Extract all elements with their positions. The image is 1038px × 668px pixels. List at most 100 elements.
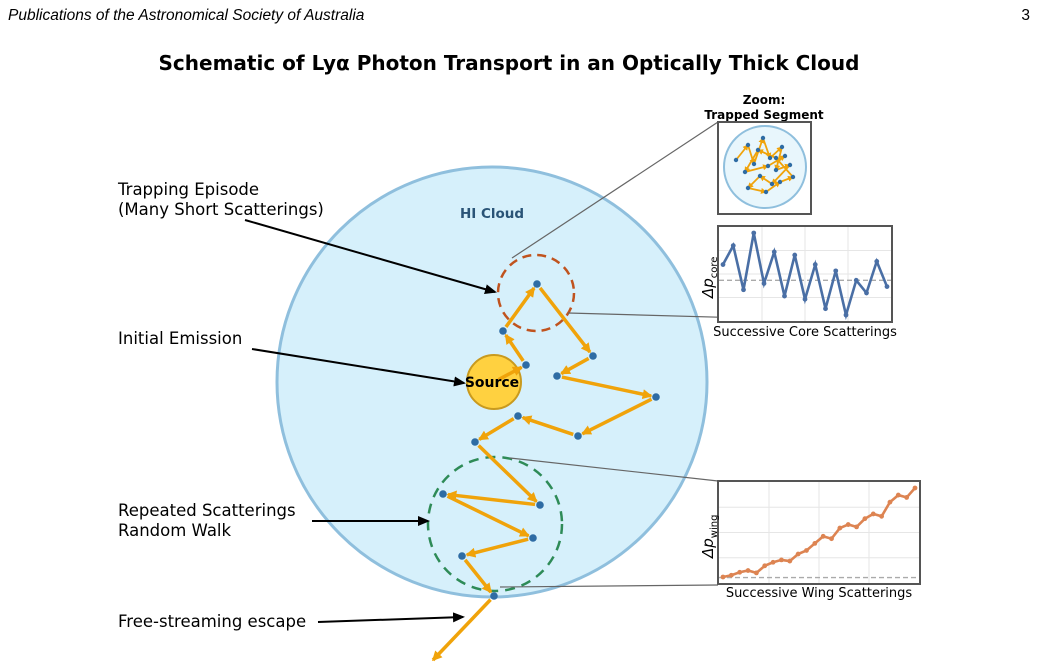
photon-path-segment [446,490,536,507]
zoom-walk-segment [747,144,756,165]
zoom-walk-segment [771,164,791,185]
zoom-scatter-point [773,167,779,173]
annotation-trapping-line1: Trapping Episode [117,180,259,199]
wing-series-point [779,557,784,563]
zoom-scatter-point [790,174,796,180]
emission-source [466,354,522,410]
scattering-event-point [529,534,537,542]
page-number: 3 [1021,7,1030,24]
wing-series-point [812,541,818,546]
scattering-event-point [533,280,541,288]
photon-path-segment [463,558,493,594]
annotation-escape: Free-streaming escape [118,612,306,631]
core-series-point [823,306,828,312]
zoom-scatter-point [779,144,785,150]
wing-series-point [879,513,885,519]
wing-connector-line-bottom [499,584,719,588]
core-series-point [884,284,890,290]
core-series-point [761,281,767,286]
zoom-scatter-point [745,185,751,191]
wing-ylabel: Δpwing [699,515,720,559]
wing-series-point [829,536,834,542]
annotation-repeated-line2: Random Walk [118,521,232,540]
zoom-walk-segment [744,164,769,173]
zoom-title-line2: Trapped Segment [704,108,824,122]
zoom-scatter-point [742,169,748,175]
wing-series-point [753,570,759,576]
zoom-scatter-point [787,162,793,168]
zoom-scatter-point [763,189,769,195]
trapping-region-circle [496,253,576,333]
photon-path-segment [431,598,492,662]
wing-series-point [728,572,734,578]
photon-path-segment [504,333,525,362]
zoom-walk-segment [767,155,786,167]
wing-series-point [837,525,843,531]
wing-series-point [870,511,876,517]
wing-series-point [895,492,901,498]
photon-path-segment [581,397,653,436]
core-series-point [802,296,808,302]
zoom-scatter-point [773,155,779,161]
wing-series-point [862,516,868,522]
photon-path-segment [477,417,515,441]
hi-cloud-label: HI Cloud [460,206,524,222]
journal-header: Publications of the Astronomical Society… [8,7,365,24]
scattering-event-point [589,352,597,360]
wing-series-point [887,499,893,505]
scattering-event-point [536,501,544,509]
photon-path [431,280,660,662]
core-series-point [720,262,726,267]
zoom-scatter-point [765,163,771,169]
wing-xlabel: Successive Wing Scatterings [726,586,913,601]
source-label: Source [465,375,519,391]
trapping-arrow [244,219,497,295]
zoom-walk-segment [747,187,767,194]
zoom-walk-segment [775,163,791,171]
core-series-point [812,262,818,267]
wing-scatter-panel: Successive Wing Scatterings Δpwing [699,480,921,601]
wing-series-point [904,495,910,500]
wing-ylabel-sub: wing [709,515,720,539]
zoom-walk-segment [779,175,794,183]
core-series-point [864,290,869,296]
scattering-event-point [499,327,507,335]
figure-title: Schematic of Lyα Photon Transport in an … [159,51,860,75]
core-ylabel: Δpcore [699,257,720,299]
zoom-walk-segment [744,149,759,173]
core-series-point [874,258,880,264]
zoom-walk-segment [747,175,761,189]
wing-series-point [804,548,809,553]
scattering-event-point [471,438,479,446]
wing-connector-line-top [509,457,719,482]
core-series-point [853,277,859,283]
core-series-point [730,243,736,249]
zoom-walk-segment [757,149,777,159]
wing-series-point [854,524,859,530]
zoom-walk-segment [759,175,773,185]
core-series-point [782,293,787,299]
zoom-title-line1: Zoom: [743,93,786,107]
zoom-walk-segment [735,144,749,161]
wing-series-point [745,568,751,573]
photon-path-segment [504,286,536,328]
scattering-event-point [522,361,530,369]
core-scatter-panel: Successive Core Scatterings Δpcore [699,225,897,340]
scattering-event-point [458,552,466,560]
wing-series-point [787,558,793,564]
photon-path-segment [465,537,529,558]
escape-arrow [317,612,465,623]
zoom-scatter-point [777,179,783,185]
zoom-trapped-walk [733,135,796,195]
zoom-scatter-point [745,142,751,148]
zoom-scatter-point [782,153,788,159]
photon-path-segment [521,415,574,437]
core-xlabel: Successive Core Scatterings [713,325,897,340]
zoom-scatter-point [751,161,757,167]
wing-ylabel-main: Δp [699,538,717,559]
core-series-point [751,230,757,236]
zoom-scatter-point [760,135,766,141]
scattering-event-point [439,490,447,498]
photon-path-segment [446,494,530,538]
